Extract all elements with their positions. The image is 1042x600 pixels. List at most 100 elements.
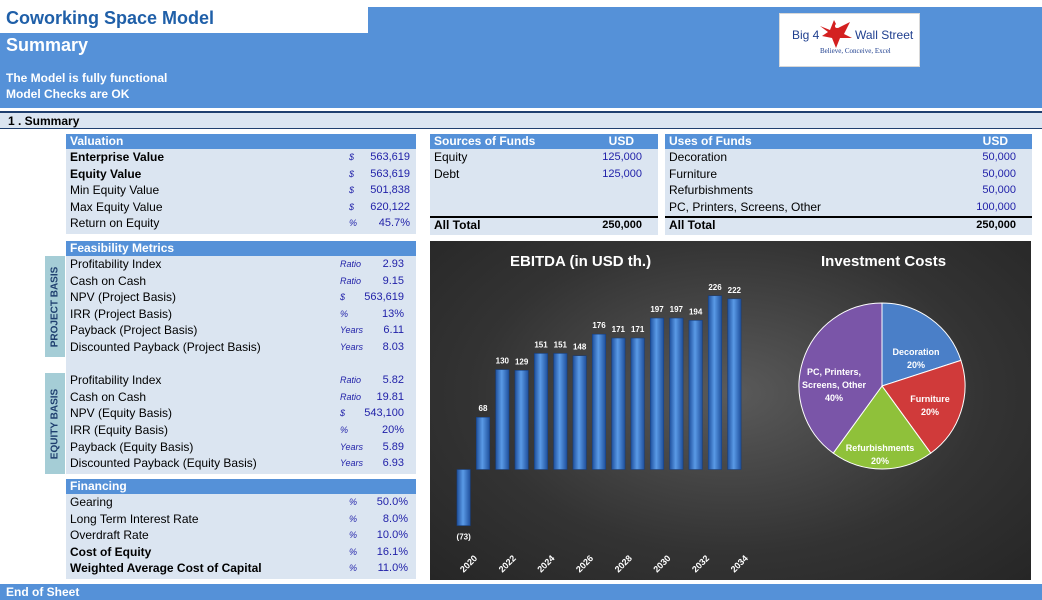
project-metric-label: NPV (Project Basis) (70, 290, 177, 305)
use-label: Refurbishments (669, 183, 754, 198)
project-metric-row: Cash on Cash Ratio 9.15 (66, 273, 416, 290)
project-metric-row: NPV (Project Basis) $563,619 (66, 289, 416, 306)
ebitda-data-label: 68 (479, 404, 488, 413)
ebitda-x-tick-label: 2030 (651, 553, 672, 574)
ebitda-bar-2025 (553, 353, 568, 470)
source-label: Debt (434, 166, 460, 181)
logo-left-text: Big 4 (792, 28, 820, 42)
equity-metric-label: Profitability Index (70, 373, 162, 388)
source-value: 125,000 (602, 151, 642, 163)
ebitda-bar-2022 (495, 369, 510, 470)
ebitda-bar-2029 (630, 337, 645, 470)
equity-metric-row: Cash on Cash Ratio 19.81 (66, 389, 416, 406)
valuation-label: Min Equity Value (70, 183, 160, 198)
pie-percent-label: 20% (907, 360, 925, 370)
pie-category-label: PC, Printers, (807, 367, 861, 377)
financing-value: 10.0% (376, 529, 408, 542)
footer-bar: End of Sheet (0, 584, 1042, 600)
equity-metric-label: NPV (Equity Basis) (70, 406, 173, 421)
financing-table: Financing Gearing% 50.0% Long Term Interes… (66, 479, 416, 579)
valuation-row: Equity Value $563,619 (66, 166, 416, 183)
ebitda-data-label: 197 (650, 305, 664, 314)
ebitda-data-label: 129 (515, 357, 529, 366)
company-logo: Big 4 Wall Street Believe, Conceive, Exc… (779, 13, 920, 67)
use-label: PC, Printers, Screens, Other (669, 199, 822, 214)
financing-unit: % (349, 513, 358, 524)
valuation-label: Enterprise Value (70, 150, 165, 164)
sources-of-funds-table: Sources of Funds USD Equity 125,000 Debt 12… (430, 134, 658, 235)
ebitda-data-label: 194 (689, 307, 703, 316)
financing-rows: Gearing% 50.0% Long Term Interest Rate% 8.0… (66, 494, 416, 577)
project-metric-value: 2.93 (382, 258, 404, 270)
pie-slice-refurbishments (832, 385, 932, 470)
financing-label: Long Term Interest Rate (70, 511, 199, 526)
uses-currency: USD (982, 134, 1008, 148)
pie-category-label: Refurbishments (846, 443, 915, 453)
equity-metric-label: Payback (Equity Basis) (70, 439, 194, 454)
model-status-text: The Model is fully functional (6, 71, 168, 85)
ebitda-data-label: (73) (457, 533, 472, 542)
pie-percent-label: 40% (825, 393, 843, 403)
project-metric-row: IRR (Project Basis)% 13% (66, 306, 416, 323)
valuation-value: 620,122 (370, 200, 410, 213)
ebitda-x-tick-label: 2022 (497, 553, 518, 574)
valuation-row: Max Equity Value $620,122 (66, 199, 416, 216)
footer-label: End of Sheet (6, 585, 80, 599)
eagle-icon (820, 20, 852, 48)
project-metric-unit: $ (340, 292, 346, 303)
sources-total-value: 250,000 (602, 219, 642, 231)
logo-right-text: Wall Street (855, 28, 914, 42)
valuation-header: Valuation (66, 134, 416, 149)
page-title: Summary (6, 35, 89, 55)
ebitda-bar-2027 (591, 333, 607, 470)
ebitda-bar-2030 (649, 317, 665, 470)
project-metric-unit: % (340, 308, 349, 319)
ebitda-bar-2033 (707, 295, 723, 470)
ebitda-data-label: 151 (554, 340, 568, 349)
ebitda-data-label: 222 (728, 286, 742, 295)
financing-row: Weighted Average Cost of Capital% 11.0% (66, 560, 416, 577)
use-value: 50,000 (982, 151, 1016, 163)
valuation-value: 563,619 (370, 167, 410, 180)
equity-metric-value: 5.82 (382, 374, 404, 387)
charts-area: EBITDA (in USD th.) Investment Costs (73… (430, 241, 1031, 580)
pie-category-label: Furniture (910, 394, 950, 404)
feasibility-table: Feasibility Metrics Profitability Index R… (66, 241, 416, 474)
uses-total-row: All Total 250,000 (665, 217, 1032, 234)
sources-total-row: All Total 250,000 (430, 217, 658, 234)
financing-header: Financing (66, 479, 416, 494)
valuation-unit: $ (349, 168, 355, 179)
project-metric-label: Profitability Index (70, 257, 162, 271)
project-metric-label: Payback (Project Basis) (70, 323, 198, 338)
ebitda-bar-2023 (514, 370, 529, 470)
equity-metric-row: Profitability Index Ratio 5.82 (66, 372, 416, 389)
financing-unit: % (349, 497, 358, 507)
project-metric-row: Discounted Payback (Project Basis) Years 8… (66, 339, 416, 356)
equity-metric-value: 19.81 (376, 390, 404, 403)
valuation-unit: $ (349, 185, 355, 196)
ebitda-x-tick-label: 2028 (613, 553, 634, 574)
financing-value: 8.0% (382, 512, 408, 525)
valuation-row: Min Equity Value $501,838 (66, 182, 416, 199)
use-row: PC, Printers, Screens, Other 100,000 (665, 199, 1032, 216)
uses-of-funds-table: Uses of Funds USD Decoration 50,000 Furnit… (665, 134, 1032, 235)
ebitda-x-tick-label: 2026 (574, 553, 595, 574)
project-metric-value: 9.15 (382, 274, 404, 287)
financing-unit: % (349, 546, 358, 557)
equity-metric-row: IRR (Equity Basis)% 20% (66, 422, 416, 439)
uses-header: Uses of Funds USD (665, 134, 1032, 149)
equity-metric-value: 6.93 (382, 457, 404, 470)
valuation-label: Equity Value (70, 166, 142, 181)
title-cell: Coworking Space Model (0, 7, 368, 33)
financing-label: Weighted Average Cost of Capital (70, 561, 262, 576)
spacer (66, 356, 416, 373)
ebitda-bar-2034 (727, 298, 742, 470)
ebitda-chart-title: EBITDA (in USD th.) (510, 253, 652, 270)
sources-rows: Equity 125,000 Debt 125,000 (430, 149, 658, 182)
financing-value: 16.1% (376, 545, 408, 558)
financing-value: 11.0% (377, 562, 408, 575)
valuation-value: 501,838 (370, 184, 410, 197)
project-metric-row: Profitability Index Ratio 2.93 (66, 256, 416, 273)
valuation-unit: $ (349, 152, 355, 162)
project-metric-unit: Years (340, 325, 364, 336)
